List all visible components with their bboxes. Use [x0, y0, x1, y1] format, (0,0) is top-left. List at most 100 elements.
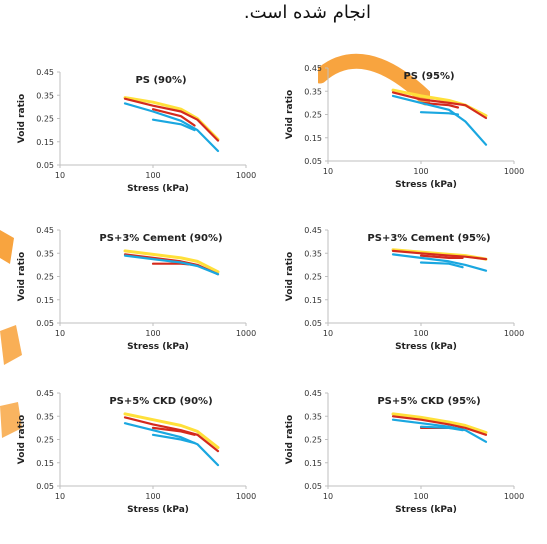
chart-title: PS+5% CKD (90%)	[109, 396, 212, 407]
series-line-red-1	[123, 97, 220, 142]
series-line-blue-3	[123, 422, 220, 467]
y-axis-label: Void ratio	[285, 90, 295, 139]
x-tick-label: 100	[145, 329, 160, 338]
chart-title: PS+3% Cement (90%)	[99, 233, 222, 244]
y-tick-label: 0.45	[304, 64, 322, 73]
series-line-yellow-0	[123, 412, 220, 450]
series-line-yellow-0	[391, 412, 488, 434]
y-tick-label: 0.05	[304, 157, 322, 166]
series-line-blue-3	[391, 418, 488, 443]
chart-svg: 0.05 0.15 0.25 0.35 0.45 10 100 1000 PS (90%) Str…	[17, 68, 256, 194]
decorative-shape-left-3	[0, 402, 22, 438]
y-tick-label: 0.35	[304, 412, 322, 421]
x-tick-label: 10	[323, 167, 333, 176]
y-tick-label: 0.15	[304, 459, 322, 468]
chart-ps-3pct-cement-90: 0.05 0.15 0.25 0.35 0.45 10 100 1000 PS+3% Cemen…	[10, 222, 260, 377]
chart-svg: 0.05 0.15 0.25 0.35 0.45 10 100 1000 PS (95%) Str…	[285, 64, 524, 190]
x-tick-label: 100	[145, 492, 160, 501]
x-tick-label: 1000	[504, 329, 524, 338]
series-line-blue-4	[151, 433, 196, 445]
x-tick-label: 10	[323, 492, 333, 501]
y-tick-label: 0.35	[36, 91, 54, 100]
y-tick-label: 0.15	[36, 296, 54, 305]
y-tick-label: 0.05	[36, 482, 54, 491]
x-tick-label: 1000	[236, 171, 256, 180]
series-line-yellow-0	[123, 249, 220, 274]
x-axis-label: Stress (kPa)	[395, 505, 457, 515]
x-tick-label: 100	[413, 167, 428, 176]
series-line-red-2	[419, 254, 464, 259]
y-axis-label: Void ratio	[17, 415, 27, 464]
y-tick-label: 0.15	[304, 296, 322, 305]
y-tick-label: 0.35	[36, 249, 54, 258]
series-line-red-2	[151, 426, 196, 436]
chart-title: PS (90%)	[135, 75, 186, 86]
x-tick-label: 1000	[236, 492, 256, 501]
series-line-blue-3	[123, 254, 220, 276]
x-tick-label: 1000	[504, 492, 524, 501]
chart-svg: 0.05 0.15 0.25 0.35 0.45 10 100 1000 PS+5% CKD (…	[285, 389, 524, 515]
x-tick-label: 10	[55, 492, 65, 501]
chart-title: PS+3% Cement (95%)	[367, 233, 490, 244]
series-line-blue-4	[151, 118, 196, 132]
x-tick-label: 1000	[236, 329, 256, 338]
decorative-arc-shape	[318, 53, 430, 106]
y-axis-label: Void ratio	[17, 252, 27, 301]
y-tick-label: 0.45	[36, 389, 54, 398]
y-tick-label: 0.25	[304, 111, 322, 120]
chart-title: PS (95%)	[403, 71, 454, 82]
chart-ps-5pct-ckd-90: 0.05 0.15 0.25 0.35 0.45 10 100 1000 PS+5% CKD (…	[10, 385, 260, 540]
y-axis-label: Void ratio	[285, 252, 295, 301]
chart-ps-3pct-cement-95: 0.05 0.15 0.25 0.35 0.45 10 100 1000 PS+3% Cemen…	[278, 222, 528, 377]
series-line-blue-3	[391, 94, 488, 146]
y-tick-label: 0.45	[304, 226, 322, 235]
y-tick-label: 0.15	[36, 459, 54, 468]
y-tick-label: 0.15	[36, 138, 54, 147]
y-tick-label: 0.15	[304, 134, 322, 143]
y-tick-label: 0.45	[304, 389, 322, 398]
chart-ps-5pct-ckd-95: 0.05 0.15 0.25 0.35 0.45 10 100 1000 PS+5% CKD (…	[278, 385, 528, 540]
decorative-shape-left-2	[0, 325, 22, 365]
series-line-red-2	[419, 101, 460, 109]
y-tick-label: 0.35	[304, 249, 322, 258]
y-axis-label: Void ratio	[17, 94, 27, 143]
x-axis-label: Stress (kPa)	[127, 184, 189, 194]
y-tick-label: 0.05	[304, 482, 322, 491]
series-line-blue-4	[419, 425, 464, 432]
y-tick-label: 0.35	[304, 87, 322, 96]
series-line-red-1	[391, 91, 488, 120]
page-header-text: انجام شده است.	[243, 2, 371, 23]
decorative-shape-left-1	[0, 230, 14, 264]
y-tick-label: 0.25	[304, 436, 322, 445]
y-tick-label: 0.25	[36, 436, 54, 445]
series-line-red-1	[391, 415, 488, 436]
y-tick-label: 0.05	[36, 161, 54, 170]
series-line-blue-4	[419, 111, 460, 116]
x-tick-label: 100	[413, 329, 428, 338]
x-tick-label: 10	[323, 329, 333, 338]
x-axis-label: Stress (kPa)	[127, 342, 189, 352]
x-tick-label: 10	[55, 171, 65, 180]
x-axis-label: Stress (kPa)	[395, 180, 457, 190]
chart-svg: 0.05 0.15 0.25 0.35 0.45 10 100 1000 PS+3% Cemen…	[17, 226, 256, 352]
chart-ps-90: 0.05 0.15 0.25 0.35 0.45 10 100 1000 PS (90%) Str…	[10, 64, 260, 219]
chart-title: PS+5% CKD (95%)	[377, 396, 480, 407]
y-tick-label: 0.35	[36, 412, 54, 421]
series-line-red-1	[391, 249, 488, 261]
chart-svg: 0.05 0.15 0.25 0.35 0.45 10 100 1000 PS+3% Cemen…	[285, 226, 524, 352]
y-tick-label: 0.25	[36, 273, 54, 282]
x-tick-label: 10	[55, 329, 65, 338]
chart-ps-95: 0.05 0.15 0.25 0.35 0.45 10 100 1000 PS (95%) Str…	[278, 60, 528, 215]
y-axis-label: Void ratio	[285, 415, 295, 464]
series-line-blue-3	[391, 253, 488, 272]
y-tick-label: 0.25	[304, 273, 322, 282]
chart-svg: 0.05 0.15 0.25 0.35 0.45 10 100 1000 PS+5% CKD (…	[17, 389, 256, 515]
x-axis-label: Stress (kPa)	[395, 342, 457, 352]
y-tick-label: 0.25	[36, 115, 54, 124]
x-axis-label: Stress (kPa)	[127, 505, 189, 515]
series-line-red-1	[123, 416, 220, 453]
x-tick-label: 100	[145, 171, 160, 180]
x-tick-label: 100	[413, 492, 428, 501]
x-tick-label: 1000	[504, 167, 524, 176]
series-line-red-2	[151, 108, 196, 127]
